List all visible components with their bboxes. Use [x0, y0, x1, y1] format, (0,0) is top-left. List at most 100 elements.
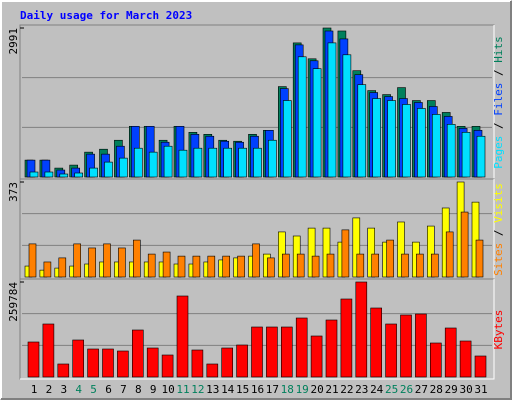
bar: [72, 339, 84, 378]
bar: [102, 348, 114, 378]
bar: [104, 161, 113, 178]
bar: [385, 323, 397, 378]
legend-entry: KBytes: [492, 310, 505, 350]
x-tick-label: 31: [474, 383, 487, 396]
bar: [133, 239, 141, 278]
bar: [444, 327, 457, 378]
bar: [307, 227, 316, 278]
bar: [73, 243, 81, 278]
bar: [460, 211, 469, 278]
bar: [267, 257, 275, 278]
bar: [251, 326, 263, 378]
x-tick-label: 19: [296, 383, 309, 396]
bar: [252, 243, 260, 278]
bar: [311, 255, 320, 278]
bar: [59, 173, 69, 178]
bar: [429, 342, 442, 378]
bar: [132, 329, 144, 378]
bar: [88, 247, 96, 278]
bar: [282, 100, 292, 178]
legend-separator: /: [492, 116, 505, 136]
bar: [471, 201, 480, 278]
bar: [431, 114, 441, 178]
legend-entry: Hits: [492, 36, 505, 63]
bar: [237, 255, 245, 278]
bar: [446, 124, 456, 178]
chart-title: Daily usage for March 2023: [20, 9, 192, 22]
bar: [474, 355, 487, 378]
bar: [356, 253, 365, 278]
bar: [397, 221, 405, 278]
x-tick-label: 22: [340, 383, 353, 396]
bar: [192, 255, 201, 278]
bar: [312, 68, 322, 178]
legend: KBytes: [492, 310, 505, 350]
bar: [161, 354, 174, 378]
bar: [416, 253, 424, 278]
bar: [297, 56, 307, 178]
x-tick-label: 21: [325, 383, 338, 396]
bar: [223, 147, 232, 178]
bar: [146, 347, 159, 378]
plot-bevel: [20, 279, 495, 380]
bar: [134, 147, 143, 178]
bar: [163, 145, 173, 178]
bar: [193, 147, 203, 178]
bar: [295, 317, 308, 378]
bar: [74, 172, 83, 178]
x-tick-label: 4: [75, 383, 82, 396]
y-tick-label: 373: [7, 182, 20, 202]
bar: [253, 147, 262, 178]
x-tick-label: 16: [251, 383, 264, 396]
x-tick-label: 10: [161, 383, 174, 396]
bar: [118, 247, 126, 278]
bar: [370, 307, 383, 378]
bar: [476, 135, 486, 178]
x-tick-label: 13: [206, 383, 219, 396]
bar: [281, 253, 290, 278]
bar: [117, 350, 129, 378]
x-tick-label: 29: [445, 383, 458, 396]
bar: [325, 319, 338, 378]
legend: Pages / Files / Hits: [492, 36, 505, 169]
x-tick-label: 11: [176, 383, 189, 396]
legend-separator: /: [492, 63, 505, 83]
bar: [207, 255, 216, 278]
y-tick-label: 259784: [7, 282, 20, 322]
bar: [352, 217, 361, 278]
bar: [221, 347, 233, 378]
bar: [341, 229, 350, 278]
bar: [43, 261, 52, 278]
x-tick-label: 8: [135, 383, 142, 396]
legend-entry: Files: [492, 83, 505, 116]
bar: [29, 171, 39, 178]
bar: [89, 167, 98, 178]
bar: [42, 323, 55, 378]
bar: [103, 243, 111, 278]
bar: [340, 298, 353, 378]
bar: [310, 335, 323, 378]
bar: [475, 239, 484, 278]
bar: [208, 147, 218, 178]
x-tick-label: 25: [385, 383, 398, 396]
bar: [402, 104, 411, 178]
x-tick-label: 1: [31, 383, 38, 396]
bar: [178, 149, 188, 178]
legend-entry: Sites: [492, 243, 505, 276]
x-tick-label: 17: [266, 383, 279, 396]
bar: [415, 313, 427, 378]
bar: [191, 349, 204, 378]
x-tick-label: 15: [236, 383, 249, 396]
x-tick-label: 5: [90, 383, 97, 396]
bar: [459, 340, 472, 378]
bar: [445, 231, 454, 278]
bar: [387, 100, 396, 178]
bar: [371, 253, 380, 278]
bar: [268, 139, 277, 178]
bar: [355, 281, 368, 378]
bar: [322, 227, 331, 278]
bar: [417, 108, 426, 178]
bar: [119, 157, 128, 178]
